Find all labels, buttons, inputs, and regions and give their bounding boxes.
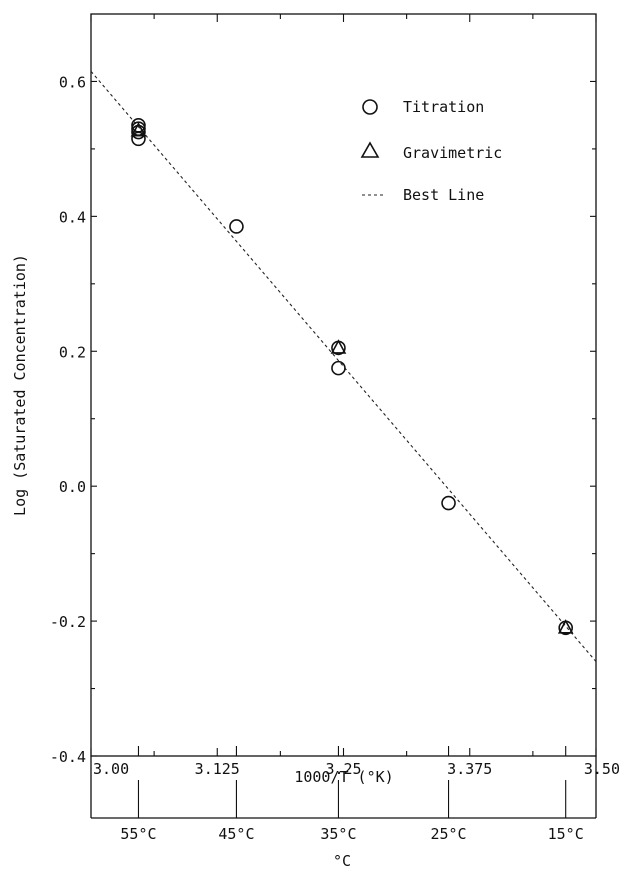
legend-label-titration: Titration <box>403 98 484 116</box>
x-tick-label: 3.00 <box>93 760 129 778</box>
y-tick-label: 0.6 <box>59 73 86 91</box>
celsius-tick-label: 45°C <box>218 825 254 843</box>
celsius-tick-label: 25°C <box>430 825 466 843</box>
titration-point <box>441 495 456 511</box>
gravimetric-point <box>330 339 347 354</box>
legend-circle-icon <box>362 99 378 115</box>
x-axis-label: 1000/T (°K) <box>294 768 393 786</box>
celsius-tick-label: 55°C <box>120 825 156 843</box>
y-tick-label: -0.2 <box>50 613 86 631</box>
legend: Titration Gravimetric Best Line <box>360 98 502 204</box>
series-layer <box>90 70 597 662</box>
legend-triangle-icon <box>360 141 380 158</box>
celsius-axis-ticks: 55°C 45°C 35°C 25°C 15°C <box>120 746 584 843</box>
best-fit-line <box>90 70 597 662</box>
gravimetric-point <box>130 122 147 137</box>
titration-point <box>131 124 146 140</box>
gravimetric-point <box>557 619 574 634</box>
y-axis-ticks: -0.4 -0.2 0.0 0.2 0.4 0.6 <box>50 73 596 766</box>
x-tick-label: 3.50 <box>584 760 620 778</box>
y-axis-label: Log (Saturated Concentration) <box>11 254 29 516</box>
legend-label-best-line: Best Line <box>403 186 484 204</box>
celsius-tick-label: 35°C <box>320 825 356 843</box>
legend-label-gravimetric: Gravimetric <box>403 144 502 162</box>
y-tick-label: 0.0 <box>59 478 86 496</box>
x-tick-label: 3.125 <box>195 760 240 778</box>
y-tick-label: 0.4 <box>59 208 86 226</box>
y-tick-label: -0.4 <box>50 748 86 766</box>
titration-point <box>229 219 244 234</box>
x-tick-label: 3.375 <box>447 760 492 778</box>
x-axis-ticks: 3.00 3.125 3.25 3.375 3.50 <box>90 14 620 778</box>
plot-frame <box>90 13 597 757</box>
celsius-tick-label: 15°C <box>548 825 584 843</box>
titration-point <box>131 131 146 147</box>
x-tick-label: 3.25 <box>325 760 361 778</box>
celsius-axis-label: °C <box>333 852 351 870</box>
titration-point <box>331 360 346 376</box>
y-tick-label: 0.2 <box>59 343 86 361</box>
